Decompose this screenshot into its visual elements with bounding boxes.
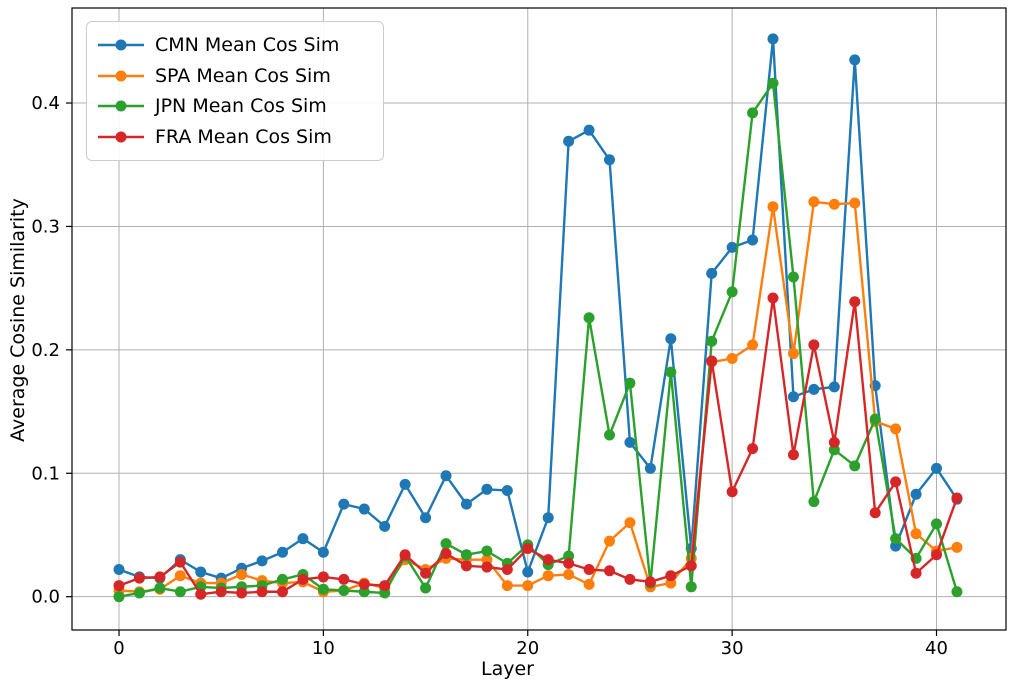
x-axis-title: Layer <box>481 658 534 680</box>
legend-line-marker-icon <box>98 70 144 82</box>
legend-item-fra: FRA Mean Cos Sim <box>97 122 371 152</box>
svg-text:0.0: 0.0 <box>31 587 60 608</box>
svg-text:0.4: 0.4 <box>31 93 60 114</box>
y-axis-title: Average Cosine Similarity <box>7 198 29 442</box>
legend-item-jpn: JPN Mean Cos Sim <box>97 91 371 121</box>
legend-line-marker-icon <box>98 100 144 112</box>
svg-text:10: 10 <box>312 638 335 659</box>
legend-label: FRA Mean Cos Sim <box>155 125 332 148</box>
svg-text:20: 20 <box>516 638 539 659</box>
legend-line-marker-icon <box>98 131 144 143</box>
svg-text:0: 0 <box>113 638 124 659</box>
legend-label: SPA Mean Cos Sim <box>155 64 331 87</box>
svg-text:0.3: 0.3 <box>31 216 60 237</box>
legend-label: CMN Mean Cos Sim <box>155 34 340 56</box>
legend-label: JPN Mean Cos Sim <box>155 95 327 118</box>
svg-text:30: 30 <box>721 638 744 659</box>
legend: CMN Mean Cos Sim SPA Mean Cos Sim JPN Me… <box>86 21 384 161</box>
legend-item-cmn: CMN Mean Cos Sim <box>97 30 371 60</box>
svg-text:0.1: 0.1 <box>31 463 60 484</box>
legend-line-marker-icon <box>98 39 144 51</box>
legend-item-spa: SPA Mean Cos Sim <box>97 61 371 91</box>
svg-text:0.2: 0.2 <box>31 340 60 361</box>
svg-text:40: 40 <box>925 638 948 659</box>
